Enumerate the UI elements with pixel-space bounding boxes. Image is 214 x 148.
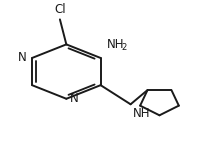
Text: N: N — [70, 92, 78, 105]
Text: NH: NH — [133, 107, 150, 120]
Text: N: N — [18, 52, 27, 65]
Text: 2: 2 — [122, 43, 127, 52]
Text: NH: NH — [107, 38, 125, 51]
Text: Cl: Cl — [54, 3, 66, 16]
